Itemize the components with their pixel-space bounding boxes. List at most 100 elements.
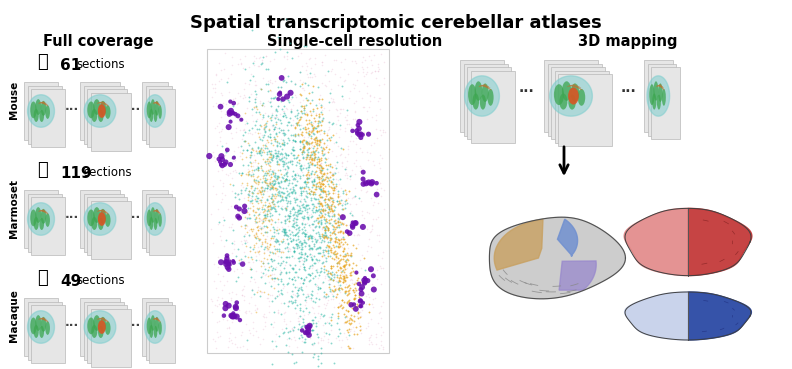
- Point: [302, 130, 314, 136]
- Point: [333, 237, 345, 243]
- Point: [330, 121, 343, 127]
- Point: [325, 86, 337, 92]
- Point: [313, 176, 326, 182]
- Point: [307, 191, 319, 197]
- Point: [303, 271, 315, 277]
- Point: [357, 66, 370, 72]
- Point: [299, 111, 311, 117]
- Point: [299, 304, 312, 310]
- Point: [250, 306, 263, 312]
- Point: [335, 297, 348, 303]
- Point: [312, 174, 325, 180]
- Point: [257, 249, 270, 255]
- Point: [346, 268, 359, 274]
- Point: [262, 197, 275, 203]
- Point: [311, 237, 324, 243]
- Point: [249, 157, 261, 163]
- Point: [269, 114, 282, 120]
- Point: [259, 272, 272, 278]
- Point: [322, 127, 335, 132]
- Point: [280, 207, 292, 213]
- Point: [326, 207, 338, 213]
- Point: [245, 266, 257, 272]
- Point: [291, 242, 304, 248]
- Point: [354, 187, 367, 193]
- Point: [334, 121, 347, 127]
- Point: [327, 176, 340, 182]
- Point: [259, 202, 272, 208]
- Point: [374, 309, 386, 315]
- Point: [303, 117, 315, 123]
- Point: [277, 265, 290, 270]
- Point: [358, 215, 371, 221]
- Point: [277, 77, 290, 83]
- Point: [261, 217, 274, 223]
- Point: [268, 203, 281, 209]
- Point: [300, 102, 313, 108]
- Point: [230, 204, 242, 210]
- Point: [205, 211, 218, 217]
- Point: [298, 187, 310, 193]
- Point: [244, 152, 257, 158]
- Point: [276, 140, 289, 146]
- Point: [324, 288, 337, 294]
- Point: [314, 208, 326, 214]
- Point: [310, 184, 323, 190]
- Point: [252, 224, 265, 230]
- Point: [243, 98, 256, 104]
- Point: [303, 252, 315, 258]
- Point: [285, 294, 298, 300]
- Point: [322, 191, 335, 197]
- Point: [291, 154, 304, 160]
- Point: [333, 222, 345, 228]
- Point: [301, 63, 314, 69]
- Point: [294, 69, 307, 75]
- Point: [260, 82, 272, 87]
- Point: [278, 217, 291, 223]
- Point: [246, 203, 259, 209]
- FancyBboxPatch shape: [80, 190, 120, 248]
- Point: [297, 277, 310, 283]
- Point: [273, 46, 286, 52]
- Point: [342, 299, 355, 305]
- Ellipse shape: [652, 93, 657, 110]
- Point: [288, 337, 301, 343]
- Point: [272, 239, 284, 245]
- Point: [313, 239, 326, 245]
- Point: [314, 162, 326, 168]
- FancyBboxPatch shape: [544, 60, 598, 132]
- Point: [257, 142, 269, 148]
- Point: [303, 272, 316, 278]
- Point: [265, 196, 277, 201]
- Point: [313, 118, 326, 124]
- Point: [310, 160, 323, 166]
- Point: [331, 216, 344, 222]
- Point: [292, 244, 305, 250]
- Point: [338, 239, 351, 245]
- Point: [305, 152, 318, 158]
- Point: [279, 245, 291, 251]
- Point: [280, 170, 292, 176]
- Point: [315, 182, 328, 187]
- Point: [300, 181, 313, 187]
- Point: [266, 192, 279, 197]
- Point: [245, 183, 257, 189]
- Point: [213, 318, 226, 324]
- Point: [247, 242, 260, 248]
- Point: [290, 215, 303, 221]
- Point: [322, 202, 334, 208]
- Point: [305, 133, 318, 139]
- Point: [261, 196, 273, 201]
- Point: [290, 241, 303, 247]
- Point: [284, 158, 296, 164]
- Point: [276, 260, 288, 266]
- Point: [301, 293, 314, 299]
- Point: [279, 228, 291, 234]
- Point: [261, 180, 274, 186]
- Point: [333, 200, 346, 206]
- Point: [315, 335, 328, 341]
- Point: [245, 146, 257, 152]
- Point: [324, 229, 337, 235]
- Point: [255, 149, 268, 155]
- Point: [288, 299, 301, 305]
